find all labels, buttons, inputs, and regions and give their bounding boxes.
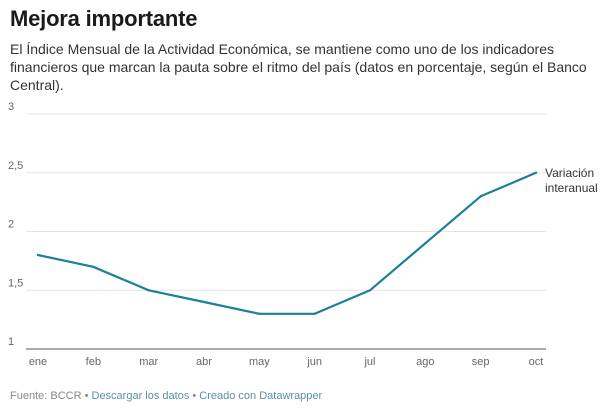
- data-point: [258, 312, 261, 315]
- data-point: [202, 300, 206, 304]
- y-tick-label: 3: [8, 101, 14, 113]
- y-axis-ticks: 1 1,5 2 2,5 3: [8, 101, 23, 348]
- data-point: [479, 195, 482, 198]
- data-point: [36, 253, 40, 257]
- x-tick-label: mar: [139, 356, 158, 368]
- y-tick-label: 2,5: [8, 160, 23, 172]
- series-label: Variación interanual: [545, 166, 598, 195]
- x-tick-label: jul: [363, 356, 375, 368]
- x-tick-label: oct: [529, 356, 544, 368]
- datawrapper-link[interactable]: Creado con Datawrapper: [199, 390, 323, 402]
- series-layer: Variación interanual: [36, 166, 598, 315]
- y-tick-label: 1: [8, 336, 14, 348]
- data-point: [424, 242, 427, 245]
- y-tick-label: 2: [8, 219, 14, 231]
- x-tick-label: jun: [306, 356, 322, 368]
- page-title: Mejora importante: [10, 6, 198, 31]
- data-point: [534, 171, 538, 174]
- data-point: [92, 265, 95, 268]
- series-line: [36, 171, 538, 315]
- grid-lines: [26, 113, 546, 350]
- x-axis-ticks: ene feb mar abr may jun jul ago sep oct: [29, 356, 544, 368]
- y-tick-label: 1,5: [8, 277, 23, 289]
- chart-subtitle: El Índice Mensual de la Actividad Económ…: [10, 41, 587, 93]
- x-tick-label: ene: [29, 356, 47, 368]
- data-point: [147, 289, 150, 292]
- x-tick-label: abr: [196, 356, 212, 368]
- x-tick-label: may: [249, 356, 270, 368]
- download-data-link[interactable]: Descargar los datos: [91, 390, 190, 402]
- chart-footer: Fuente: BCCR • Descargar los datos • Cre…: [10, 390, 322, 402]
- footer-separator: •: [81, 390, 92, 402]
- data-point: [313, 312, 316, 315]
- data-point: [368, 289, 372, 292]
- x-tick-label: feb: [86, 356, 101, 368]
- source-text: Fuente: BCCR: [10, 390, 82, 402]
- x-tick-label: sep: [472, 356, 490, 368]
- footer-separator: •: [189, 390, 200, 402]
- x-tick-label: ago: [416, 356, 434, 368]
